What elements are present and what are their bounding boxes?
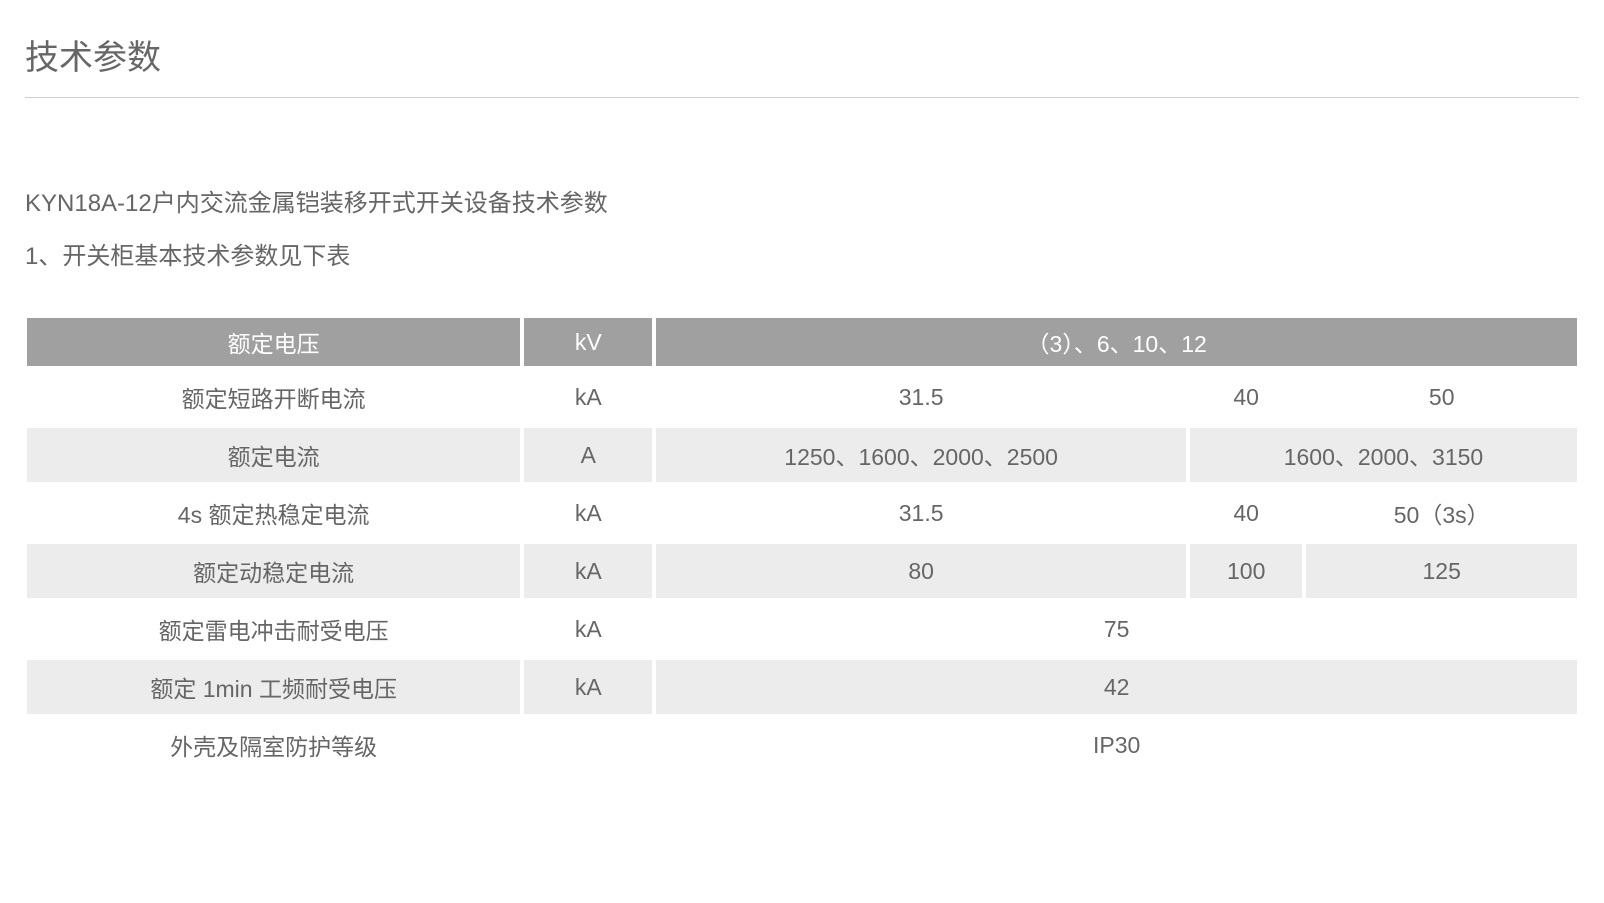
page-title: 技术参数 (25, 30, 1579, 98)
table-header-row: 额定电压 kV （3）、6、10、12 (25, 316, 1579, 368)
cell-name: 额定动稳定电流 (25, 542, 522, 600)
cell-unit: A (522, 426, 654, 484)
cell-value: 31.5 (654, 368, 1188, 426)
cell-name: 4s 额定热稳定电流 (25, 484, 522, 542)
table-row: 额定电流 A 1250、1600、2000、2500 1600、2000、315… (25, 426, 1579, 484)
table-row: 额定 1min 工频耐受电压 kA 42 (25, 658, 1579, 716)
cell-value: 42 (654, 658, 1579, 716)
cell-name: 额定雷电冲击耐受电压 (25, 600, 522, 658)
cell-value: 40 (1188, 368, 1304, 426)
cell-unit: kA (522, 658, 654, 716)
cell-unit: kA (522, 484, 654, 542)
subtitle-section: 1、开关柜基本技术参数见下表 (25, 236, 1579, 271)
subtitle-product: KYN18A-12户内交流金属铠装移开式开关设备技术参数 (25, 183, 1579, 218)
cell-value: 31.5 (654, 484, 1188, 542)
table-row: 4s 额定热稳定电流 kA 31.5 40 50（3s） (25, 484, 1579, 542)
cell-unit: kA (522, 542, 654, 600)
cell-value: 40 (1188, 484, 1304, 542)
cell-value: 125 (1304, 542, 1579, 600)
header-unit: kV (522, 316, 654, 368)
table-row: 额定短路开断电流 kA 31.5 40 50 (25, 368, 1579, 426)
cell-name: 额定 1min 工频耐受电压 (25, 658, 522, 716)
cell-name: 额定短路开断电流 (25, 368, 522, 426)
cell-name: 外壳及隔室防护等级 (25, 716, 522, 774)
cell-value: 1600、2000、3150 (1188, 426, 1579, 484)
table-row: 额定雷电冲击耐受电压 kA 75 (25, 600, 1579, 658)
cell-unit (522, 716, 654, 774)
table-row: 外壳及隔室防护等级 IP30 (25, 716, 1579, 774)
cell-value: 80 (654, 542, 1188, 600)
cell-value: 50 (1304, 368, 1579, 426)
cell-name: 额定电流 (25, 426, 522, 484)
cell-value: 50（3s） (1304, 484, 1579, 542)
header-value: （3）、6、10、12 (654, 316, 1579, 368)
cell-value: 75 (654, 600, 1579, 658)
spec-table: 额定电压 kV （3）、6、10、12 额定短路开断电流 kA 31.5 40 … (25, 316, 1579, 774)
header-name: 额定电压 (25, 316, 522, 368)
table-row: 额定动稳定电流 kA 80 100 125 (25, 542, 1579, 600)
cell-unit: kA (522, 368, 654, 426)
cell-unit: kA (522, 600, 654, 658)
cell-value: 100 (1188, 542, 1304, 600)
cell-value: IP30 (654, 716, 1579, 774)
cell-value: 1250、1600、2000、2500 (654, 426, 1188, 484)
